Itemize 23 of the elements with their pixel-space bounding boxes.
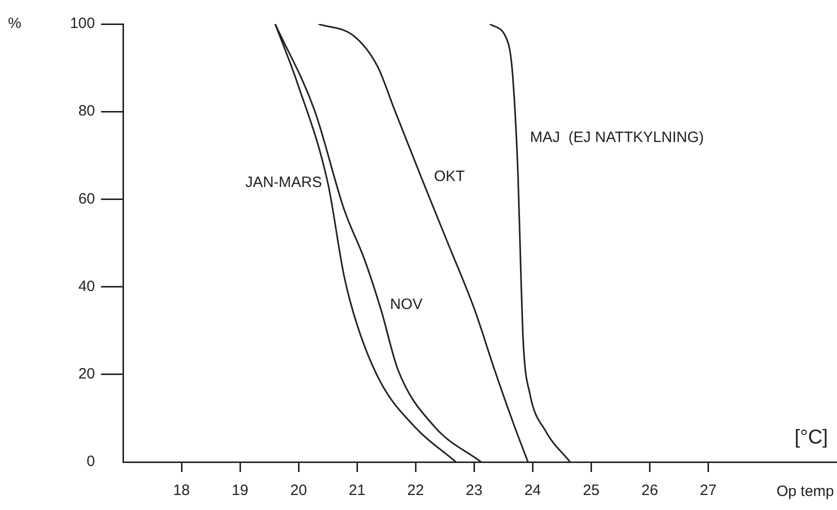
y-tick-label: 0 — [86, 453, 95, 470]
y-tick-label: 40 — [78, 278, 95, 295]
x-tick-label: 27 — [700, 482, 717, 500]
series-label: JAN-MARS — [245, 174, 322, 192]
x-tick-label: 23 — [466, 482, 482, 500]
x-tick-label: 19 — [232, 482, 248, 500]
x-tick-label: 25 — [582, 482, 600, 500]
y-tick-label: 60 — [78, 190, 95, 208]
series-label: MAJ (EJ NATTKYLNING) — [530, 129, 704, 146]
x-tick-label: 22 — [407, 482, 424, 500]
y-tick-label: 80 — [78, 102, 95, 120]
annotation: [°C] — [794, 426, 828, 449]
series-label: NOV — [390, 296, 423, 314]
y-axis-title: % — [8, 15, 22, 32]
x-tick-label: 20 — [290, 482, 307, 500]
y-tick-label: 20 — [78, 366, 95, 383]
x-tick-label: 21 — [348, 482, 366, 500]
x-tick-label: 26 — [641, 482, 658, 500]
x-axis-title: Op temp — [776, 483, 834, 500]
x-tick-label: 24 — [524, 482, 542, 500]
series-label: OKT — [434, 168, 465, 186]
x-tick-label: 18 — [173, 482, 190, 500]
y-tick-label: 100 — [70, 15, 95, 32]
